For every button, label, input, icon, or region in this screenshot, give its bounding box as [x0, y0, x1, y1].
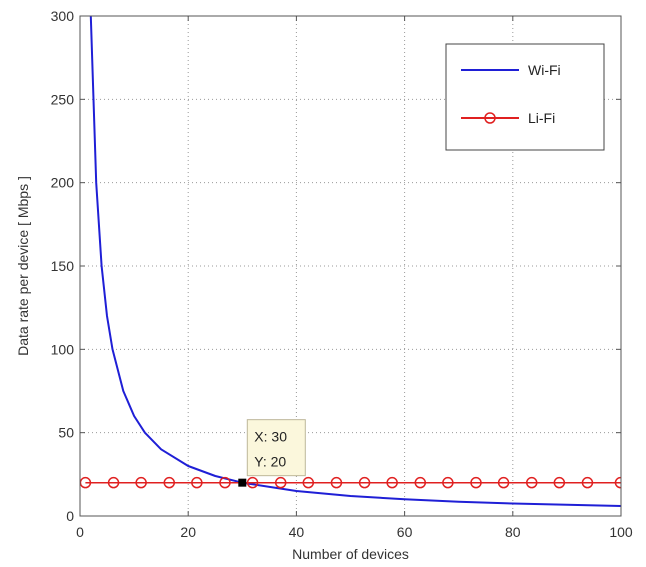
x-tick-label: 60 — [397, 524, 413, 540]
legend-lifi-marker — [484, 112, 496, 124]
lifi-marker — [497, 476, 510, 489]
y-tick-label: 150 — [51, 258, 75, 274]
lifi-marker — [107, 476, 120, 489]
lifi-marker — [274, 476, 287, 489]
legend: Wi-Fi Li-Fi — [445, 43, 605, 151]
lifi-marker — [302, 476, 315, 489]
datatip-y-text: Y: 20 — [254, 454, 286, 470]
y-axis-label: Data rate per device [ Mbps ] — [15, 176, 31, 356]
wifi-series-line — [89, 16, 621, 507]
legend-box — [445, 43, 605, 151]
lifi-marker — [135, 476, 147, 489]
x-tick-label: 20 — [180, 524, 196, 540]
y-tick-label: 200 — [51, 175, 75, 191]
y-tick-label: 0 — [66, 508, 74, 524]
x-tick-label: 40 — [289, 524, 305, 540]
lifi-marker — [553, 476, 566, 489]
datatip[interactable]: X: 30 Y: 20 — [238, 419, 306, 487]
axis-ticks: 0 20 40 60 80 100 0 50 100 150 200 250 300 — [51, 8, 633, 540]
lifi-marker — [246, 476, 259, 489]
x-tick-label: 80 — [505, 524, 521, 540]
lifi-marker — [414, 476, 427, 489]
x-axis-label: Number of devices — [292, 546, 409, 562]
lifi-marker — [614, 476, 621, 489]
lifi-marker — [330, 476, 343, 489]
datatip-x-text: X: 30 — [254, 429, 287, 445]
lifi-marker — [358, 476, 371, 489]
lifi-marker — [525, 476, 538, 489]
y-tick-label: 100 — [51, 341, 75, 357]
lifi-marker — [163, 476, 176, 489]
y-tick-label: 50 — [58, 425, 74, 441]
lifi-marker — [191, 476, 203, 489]
legend-wifi-label: Wi-Fi — [528, 62, 561, 78]
datatip-box — [246, 419, 306, 477]
y-tick-label: 250 — [51, 91, 75, 107]
x-tick-label: 0 — [76, 524, 84, 540]
lifi-marker — [581, 476, 594, 489]
lifi-marker — [442, 476, 454, 489]
lifi-marker — [386, 476, 398, 489]
x-tick-label: 100 — [609, 524, 633, 540]
y-tick-label: 300 — [51, 8, 75, 24]
legend-lifi-label: Li-Fi — [528, 110, 555, 126]
datatip-marker — [238, 478, 247, 487]
lifi-marker — [219, 476, 231, 489]
lifi-marker — [470, 476, 482, 489]
series-layer — [80, 16, 621, 507]
